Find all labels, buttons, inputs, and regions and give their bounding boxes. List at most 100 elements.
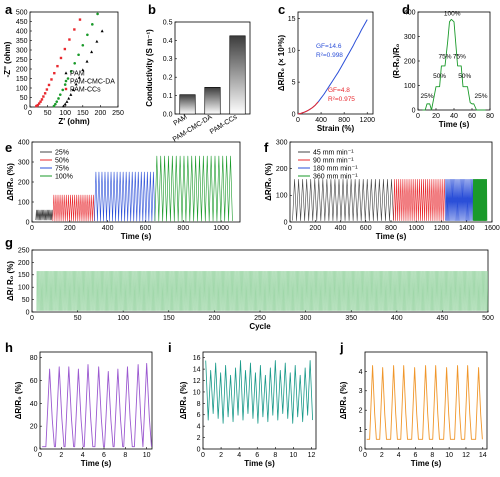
x-tick-label: 14 [479, 452, 487, 459]
x-tick-label: 200 [209, 315, 221, 322]
y-tick-label: 3 [359, 388, 363, 395]
y-tick-label: 300 [404, 34, 416, 41]
y-axis-label: -Z'' (ohm) [3, 41, 12, 77]
x-axis-label: Strain (%) [317, 124, 355, 133]
data-point [43, 92, 47, 95]
plot-frame-j [364, 351, 488, 450]
x-tick-label: 6 [414, 452, 418, 459]
y-tick-label: 0.2 [163, 75, 173, 82]
data-point [63, 83, 67, 86]
strain-level-label: 25% [474, 93, 487, 100]
y-tick-label: 0 [359, 446, 363, 453]
x-axis-label: Time (s) [411, 459, 442, 468]
x-tick-label: 50 [44, 110, 52, 117]
x-tick-label: 4 [397, 452, 401, 459]
data-point [58, 93, 62, 96]
x-tick-label: 8 [273, 452, 277, 459]
data-point [53, 71, 56, 75]
data-point [67, 96, 71, 100]
x-tick-label: 400 [335, 225, 347, 232]
data-point [50, 78, 53, 81]
y-tick-label: 50 [20, 95, 28, 102]
x-tick-label: 1600 [484, 225, 500, 232]
y-tick-label: 15 [288, 16, 296, 23]
cycle-series [472, 179, 488, 221]
cycle-series [444, 179, 474, 221]
x-tick-label: 200 [64, 225, 76, 232]
y-tick-label: 10 [288, 48, 296, 55]
data-point [91, 23, 94, 26]
x-axis-label: Time (s) [244, 459, 275, 468]
y-tick-label: 500 [16, 9, 28, 16]
x-tick-label: 40 [450, 113, 458, 120]
legend-label: 100% [55, 173, 73, 180]
y-tick-label: 50 [22, 297, 30, 304]
x-tick-label: 12 [462, 452, 470, 459]
x-tick-label: 100 [117, 315, 129, 322]
data-point [81, 43, 85, 47]
y-axis-label: ΔR/R₀ (%) [6, 163, 15, 201]
legend-label: 50% [55, 157, 69, 164]
x-tick-label: 0 [416, 113, 420, 120]
x-tick-label: 1400 [459, 225, 475, 232]
x-tick-label: 150 [163, 315, 175, 322]
x-tick-label: 0 [30, 315, 34, 322]
x-tick-label: 0 [296, 117, 300, 124]
y-tick-label: 250 [18, 247, 30, 254]
data-point [95, 39, 99, 43]
x-tick-label: 1200 [434, 225, 450, 232]
bar-pam-cmc-da [204, 87, 221, 115]
y-tick-label: 300 [18, 159, 30, 166]
y-tick-label: 2 [359, 408, 363, 415]
y-tick-label: 300 [16, 47, 28, 54]
panel-label: b [148, 2, 156, 17]
data-point [63, 102, 67, 106]
x-tick-label: 0 [201, 452, 205, 459]
panel-label: i [168, 340, 172, 355]
cycle-series [52, 194, 95, 222]
y-tick-label: 40 [30, 401, 38, 408]
x-tick-label: 200 [309, 225, 321, 232]
data-point [42, 95, 45, 98]
cycle-series [35, 209, 54, 221]
x-tick-label: 350 [345, 315, 357, 322]
legend-label: 180 mm min⁻¹ [313, 165, 358, 172]
data-point [73, 28, 76, 31]
plot-frame-c [297, 11, 374, 115]
x-tick-label: 50 [74, 315, 82, 322]
x-tick-label: 0 [30, 225, 34, 232]
y-tick-label: 14 [193, 367, 201, 374]
x-tick-label: 600 [140, 225, 152, 232]
y-tick-label: 200 [18, 179, 30, 186]
x-tick-label: 0 [288, 225, 292, 232]
category-label: PAM-CCs [209, 113, 239, 135]
signal-series [205, 360, 314, 424]
y-axis-label: ΔR/ R₀ (%) [6, 261, 15, 301]
y-tick-label: 20 [30, 424, 38, 431]
x-tick-label: 20 [432, 113, 440, 120]
y-tick-label: 1 [359, 427, 363, 434]
x-axis-label: Z' (ohm) [58, 117, 90, 126]
panel-a: 0 50 100 150 200 250 0 50 100 150 200 250 300 350 400 4… [3, 2, 124, 126]
y-tick-label: 4 [197, 424, 201, 431]
y-tick-label: 0 [284, 219, 288, 226]
data-point [37, 102, 41, 105]
x-tick-label: 0 [38, 452, 42, 459]
y-tick-label: 0.3 [163, 56, 173, 63]
data-point [35, 104, 38, 108]
y-tick-label: 100 [16, 85, 28, 92]
y-tick-label: 8 [197, 401, 201, 408]
y-axis-label: ΔR/R₀ (%) [339, 381, 348, 419]
x-tick-label: 1000 [408, 225, 424, 232]
y-tick-label: 0 [24, 104, 28, 111]
legend-label: PAM [70, 71, 85, 78]
y-axis-label: (R-R₀)/R₀ [392, 43, 401, 78]
panel-label: e [5, 140, 12, 155]
data-point [39, 100, 42, 103]
y-axis-label: ΔR/R₀ (× 10³%) [277, 35, 286, 92]
y-tick-label: 100 [276, 193, 288, 200]
y-tick-label: 0.4 [163, 38, 173, 45]
x-tick-label: 200 [95, 110, 107, 117]
